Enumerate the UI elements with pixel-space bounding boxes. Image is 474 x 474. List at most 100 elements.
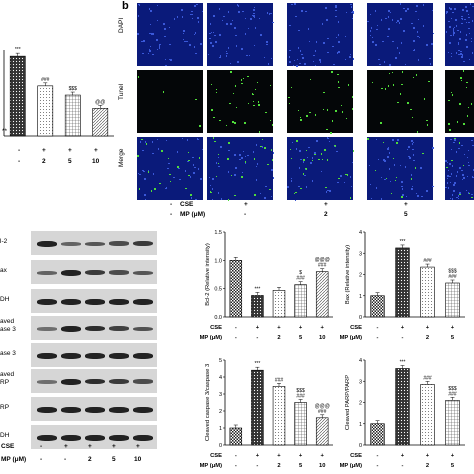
cell-speckle: [212, 31, 215, 34]
significance-label: ***: [254, 361, 260, 367]
cell-speckle: [227, 11, 230, 13]
y-tick-label: 5: [219, 358, 222, 364]
cell-speckle: [253, 15, 255, 17]
cell-speckle: [338, 51, 340, 53]
cell-speckle: [188, 174, 190, 177]
cell-speckle: [215, 162, 218, 164]
cse-value: +: [299, 325, 303, 331]
cell-speckle: [369, 34, 371, 37]
cell-speckle: [299, 116, 302, 119]
significance-label: ###: [41, 77, 50, 83]
cell-speckle: [182, 32, 185, 35]
cell-speckle: [304, 63, 306, 65]
cell-speckle: [143, 40, 145, 42]
cell-speckle: [451, 165, 454, 167]
significance-label: $$$: [448, 386, 457, 392]
cell-speckle: [346, 174, 349, 176]
protein-band: [85, 352, 105, 359]
cell-speckle: [405, 195, 408, 198]
cell-speckle: [297, 109, 300, 112]
cell-speckle: [189, 44, 191, 46]
y-tick-label: 1: [359, 294, 362, 300]
cell-speckle: [410, 178, 413, 180]
cell-speckle: [307, 28, 310, 30]
cell-speckle: [338, 41, 340, 43]
condition-value: +: [42, 147, 46, 154]
cell-speckle: [334, 145, 336, 147]
cell-speckle: [190, 194, 192, 196]
cell-speckle: [319, 61, 322, 63]
protein-band: [37, 270, 57, 275]
y-tick-label: 1.0: [214, 258, 222, 264]
cell-speckle: [162, 91, 165, 93]
tunel-image-panel: [287, 137, 355, 202]
cell-speckle: [244, 122, 246, 124]
cell-speckle: [392, 157, 395, 160]
cell-speckle: [407, 102, 409, 104]
cell-speckle: [290, 157, 293, 160]
cell-speckle: [453, 32, 455, 34]
significance-label: ###: [296, 276, 305, 282]
cse-value: +: [451, 453, 455, 459]
cell-speckle: [225, 50, 228, 53]
cell-speckle: [325, 191, 328, 193]
cell-speckle: [145, 143, 148, 145]
cell-speckle: [330, 132, 332, 134]
mp-label: MP (μM): [340, 335, 362, 341]
cell-speckle: [302, 173, 305, 175]
cell-speckle: [470, 37, 473, 40]
cell-speckle: [395, 57, 397, 59]
cell-speckle: [337, 181, 339, 184]
cell-speckle: [448, 7, 451, 9]
cell-speckle: [456, 121, 459, 123]
cell-speckle: [461, 15, 463, 17]
cell-speckle: [156, 4, 159, 7]
y-tick-label: 0.5: [214, 287, 222, 293]
cell-speckle: [321, 23, 324, 25]
cell-speckle: [239, 154, 241, 156]
cell-speckle: [192, 164, 195, 166]
y-tick-label: 4: [359, 230, 362, 236]
condition-value: +: [136, 443, 140, 450]
cell-speckle: [253, 16, 256, 18]
cell-speckle: [247, 102, 250, 105]
cell-speckle: [234, 174, 236, 176]
cell-speckle: [209, 32, 211, 35]
cell-speckle: [194, 32, 197, 34]
cell-speckle: [252, 100, 255, 103]
condition-value: 2: [88, 456, 92, 463]
cell-speckle: [422, 25, 425, 27]
cell-speckle: [323, 91, 325, 94]
significance-label: ###: [423, 258, 432, 264]
cell-speckle: [462, 174, 464, 176]
protein-band: [109, 298, 129, 305]
cell-speckle: [335, 36, 338, 39]
cell-speckle: [217, 156, 220, 159]
tunel-image-panel: [137, 70, 203, 133]
mp-value: 10: [319, 463, 325, 469]
cell-speckle: [149, 32, 151, 35]
bar: [9, 55, 26, 137]
cell-speckle: [266, 43, 268, 46]
cell-speckle: [448, 123, 450, 125]
cell-speckle: [186, 40, 188, 43]
blot-strip: [31, 316, 157, 340]
cell-speckle: [293, 59, 296, 62]
cell-speckle: [418, 36, 421, 39]
cell-speckle: [259, 192, 262, 195]
cell-speckle: [270, 12, 272, 15]
y-tick-label: 1.5: [214, 230, 222, 236]
cell-speckle: [232, 121, 234, 123]
tunel-mp-label: MP (μM): [180, 211, 206, 218]
significance-label: ###: [275, 377, 284, 383]
blot-row-label: aved RP: [0, 371, 15, 386]
cell-speckle: [254, 194, 256, 196]
y-tick-label: 2: [219, 409, 222, 415]
cell-speckle: [472, 144, 474, 147]
cell-speckle: [447, 169, 450, 172]
cell-speckle: [244, 17, 247, 20]
cell-speckle: [214, 34, 216, 37]
mp-value: 2: [426, 463, 429, 469]
cell-speckle: [230, 23, 232, 25]
significance-label: ###: [448, 274, 457, 280]
